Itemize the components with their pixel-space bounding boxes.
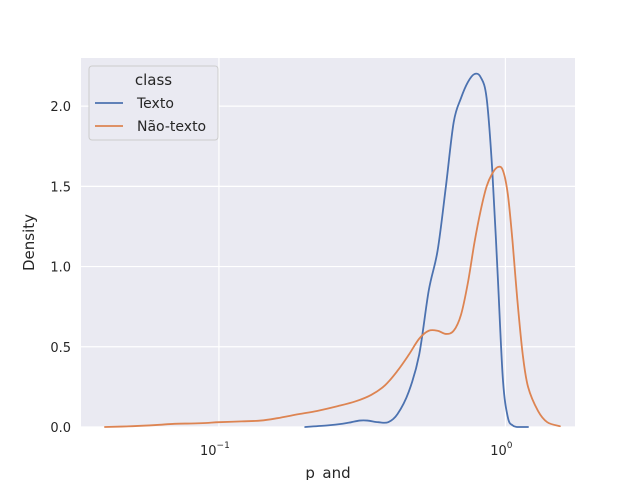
x-tick-label: 100 — [490, 441, 513, 459]
x-axis-label: p_and — [305, 464, 350, 480]
legend-title: class — [135, 71, 172, 89]
y-tick-labels: 0.0 0.5 1.0 1.5 2.0 — [50, 100, 71, 436]
y-tick-label: 2.0 — [50, 100, 71, 115]
legend-items: Texto Não-texto — [95, 96, 206, 135]
x-tick-label: 10−1 — [200, 441, 230, 459]
series-line-texto — [304, 72, 529, 428]
grid-lines — [81, 58, 575, 428]
series-line-n-o-texto — [104, 165, 561, 428]
legend-label: Texto — [136, 96, 174, 112]
y-tick-label: 0.5 — [50, 341, 71, 356]
legend-box — [88, 65, 219, 141]
legend: class Texto Não-texto — [88, 65, 219, 141]
y-tick-label: 0.0 — [50, 421, 71, 436]
y-axis-label: Density — [20, 214, 38, 271]
legend-label: Não-texto — [137, 119, 206, 135]
x-tick-labels: 10−1 100 — [200, 441, 513, 459]
series-layer — [104, 72, 561, 428]
y-tick-label: 1.5 — [50, 180, 71, 195]
y-tick-label: 1.0 — [50, 261, 71, 276]
